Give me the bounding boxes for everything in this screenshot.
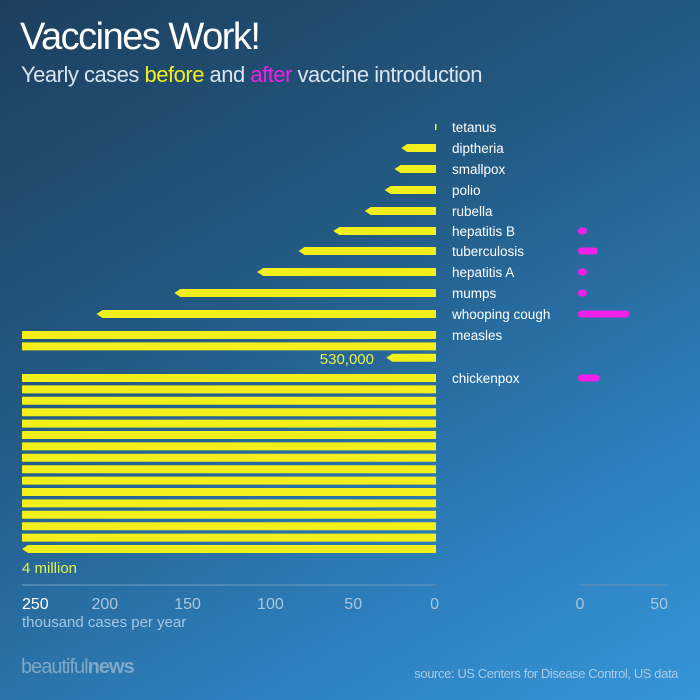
before-tick-label: 250 [22, 596, 49, 613]
bar-before-chickenpox [22, 374, 436, 382]
bar-before-mumps [174, 289, 437, 297]
subtitle-after: after [250, 62, 292, 87]
bar-before-diptheria [401, 144, 436, 152]
bar-before-chickenpox [22, 545, 436, 553]
annotation-chickenpox: 4 million [22, 560, 77, 577]
bar-before-hepatitis-A [257, 268, 436, 276]
chart-subtitle: Yearly cases before and after vaccine in… [21, 62, 482, 88]
category-label: smallpox [452, 162, 506, 177]
chart-title: Vaccines Work! [20, 16, 261, 58]
subtitle-text: and [203, 62, 251, 87]
bar-after-mumps [578, 289, 587, 297]
annotation-measles: 530,000 [320, 351, 374, 368]
after-tick-label: 0 [576, 596, 585, 613]
bar-before-rubella [364, 207, 436, 215]
category-label: whooping cough [451, 307, 550, 322]
category-label: measles [452, 328, 503, 343]
before-tick-label: 0 [430, 596, 439, 613]
bar-before-chickenpox [22, 431, 436, 439]
bar-before-chickenpox [22, 453, 436, 462]
subtitle-text: Yearly cases [21, 62, 145, 87]
source-note: source: US Centers for Disease Control, … [414, 666, 678, 681]
bar-before-measles [22, 342, 436, 351]
bar-before-chickenpox [22, 419, 436, 428]
axis-unit-label: thousand cases per year [22, 614, 186, 631]
bar-after-whooping-cough [578, 310, 630, 318]
before-tick-label: 50 [344, 596, 362, 613]
category-label: tetanus [452, 120, 497, 135]
bar-after-chickenpox [578, 374, 600, 382]
category-label: polio [452, 183, 481, 198]
bar-before-smallpox [394, 165, 436, 173]
bar-before-chickenpox [22, 385, 436, 394]
subtitle-text: vaccine introduction [291, 62, 483, 87]
before-tick-label: 100 [257, 596, 284, 613]
bar-after-hepatitis-A [578, 268, 587, 276]
bar-before-chickenpox [22, 442, 436, 451]
bar-after-tuberculosis [578, 247, 598, 255]
category-label: rubella [452, 204, 493, 219]
bar-before-measles [386, 353, 436, 362]
bar-before-tetanus [435, 124, 437, 130]
bar-before-chickenpox [22, 510, 436, 519]
category-label: chickenpox [452, 371, 520, 386]
bar-before-chickenpox [22, 396, 436, 405]
bar-before-chickenpox [22, 499, 436, 508]
category-label: hepatitis A [452, 265, 514, 280]
category-label: mumps [452, 286, 497, 301]
bar-before-tuberculosis [298, 247, 436, 255]
bar-before-hepatitis-B [333, 227, 436, 235]
brand-light: beautiful [21, 656, 89, 678]
bar-before-chickenpox [22, 408, 436, 417]
before-tick-label: 200 [91, 596, 118, 613]
before-tick-label: 150 [174, 596, 201, 613]
bar-before-whooping-cough [96, 310, 437, 318]
category-label: tuberculosis [452, 244, 524, 259]
bar-before-polio [384, 186, 436, 194]
bar-before-chickenpox [22, 465, 436, 474]
brand-bold: news [87, 656, 135, 678]
category-label: diptheria [452, 141, 504, 156]
category-label: hepatitis B [452, 224, 515, 239]
subtitle-before: before [144, 62, 205, 87]
bar-before-chickenpox [22, 476, 436, 485]
bar-before-chickenpox [22, 522, 436, 531]
bar-before-measles [22, 331, 436, 339]
brand-logo: beautifulnews [21, 656, 135, 679]
bar-after-hepatitis-B [578, 227, 587, 235]
bar-before-chickenpox [22, 533, 436, 542]
bar-before-chickenpox [22, 488, 436, 496]
after-tick-label: 50 [650, 596, 668, 613]
